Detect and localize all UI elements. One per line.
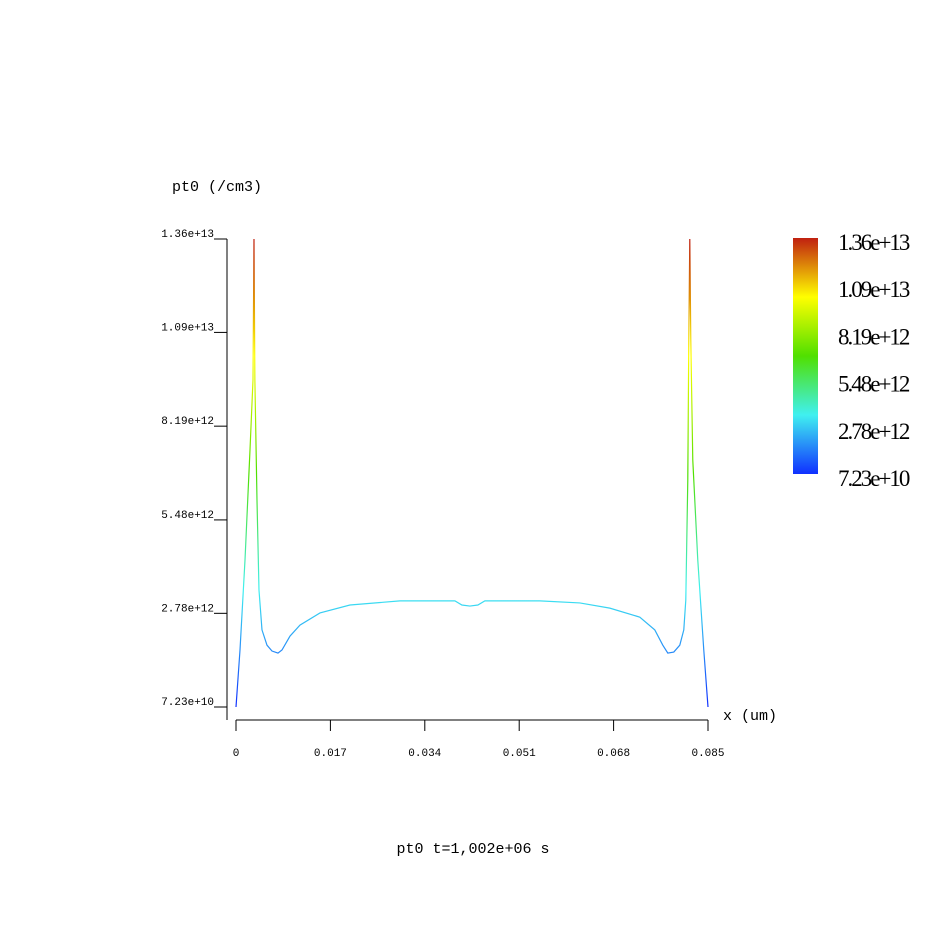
y-tick-label: 2.78e+12 (161, 603, 214, 615)
x-axis-label: x (um) (723, 708, 777, 725)
x-tick-label: 0 (233, 748, 240, 760)
colorbar-label: 8.19e+12 (838, 324, 910, 349)
x-tick-label: 0.085 (691, 748, 724, 760)
colorbar-label: 1.36e+13 (838, 230, 910, 255)
x-tick-label: 0.017 (314, 748, 347, 760)
data-line (235, 238, 709, 708)
chart-title: pt0 t=1,002e+06 s (396, 841, 549, 858)
colorbar-label: 7.23e+10 (838, 466, 910, 491)
colorbar (793, 238, 818, 474)
y-tick-label: 1.09e+13 (161, 322, 214, 334)
y-axis-label: pt0 (/cm3) (172, 179, 262, 196)
x-tick-label: 0.068 (597, 748, 630, 760)
colorbar-label: 2.78e+12 (838, 419, 910, 444)
y-tick-label: 1.36e+13 (161, 229, 214, 241)
y-tick-label: 8.19e+12 (161, 416, 214, 428)
y-tick-label: 5.48e+12 (161, 510, 214, 522)
y-tick-label: 7.23e+10 (161, 697, 214, 709)
colorbar-label: 1.09e+13 (838, 277, 910, 302)
colorbar-label: 5.48e+12 (838, 372, 910, 397)
x-tick-label: 0.034 (408, 748, 441, 760)
x-tick-label: 0.051 (503, 748, 536, 760)
